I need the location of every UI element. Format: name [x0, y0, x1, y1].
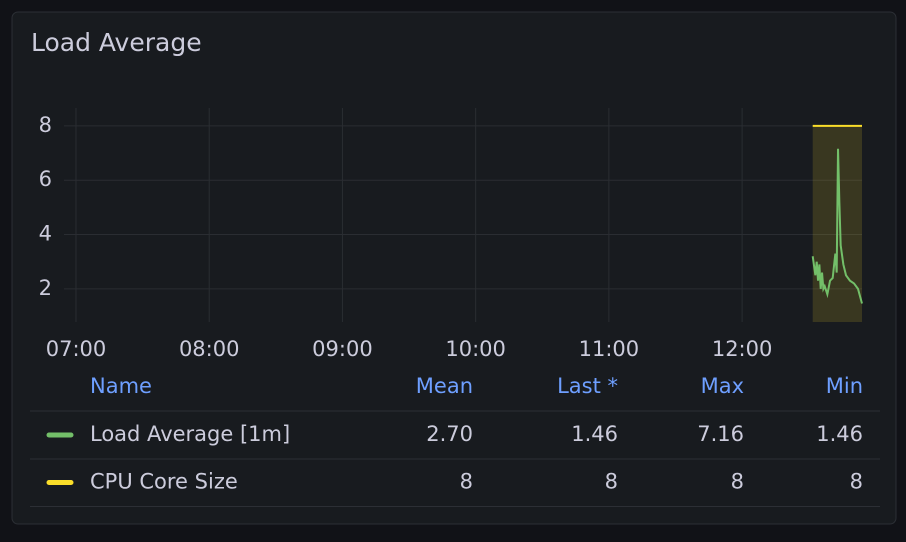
y-tick-label: 4 [39, 222, 52, 246]
legend-stat: 8 [605, 470, 618, 494]
legend-header: Name [90, 374, 152, 398]
legend-stat: 2.70 [426, 422, 473, 446]
x-tick-label: 12:00 [712, 337, 773, 361]
legend-stat: 8 [460, 470, 473, 494]
x-tick-label: 08:00 [179, 337, 240, 361]
legend-name: CPU Core Size [90, 470, 238, 494]
legend-stat: 1.46 [816, 422, 863, 446]
x-tick-label: 10:00 [445, 337, 506, 361]
x-tick-label: 07:00 [46, 337, 107, 361]
legend-name: Load Average [1m] [90, 422, 290, 446]
series-line [811, 148, 863, 304]
y-tick-label: 8 [39, 113, 52, 137]
x-tick-label: 11:00 [579, 337, 640, 361]
legend-stat: 8 [850, 470, 863, 494]
panel [11, 11, 897, 525]
y-tick-label: 2 [39, 276, 52, 300]
legend-header: Last * [557, 374, 618, 398]
legend-stat: 8 [731, 470, 744, 494]
legend-header: Mean [416, 374, 473, 398]
y-tick-label: 6 [39, 167, 52, 191]
legend-stat: 1.46 [571, 422, 618, 446]
legend-stat: 7.16 [697, 422, 744, 446]
legend-header: Max [701, 374, 744, 398]
x-tick-label: 09:00 [312, 337, 373, 361]
chart-title: Load Average [31, 28, 202, 57]
legend-header: Min [826, 374, 863, 398]
